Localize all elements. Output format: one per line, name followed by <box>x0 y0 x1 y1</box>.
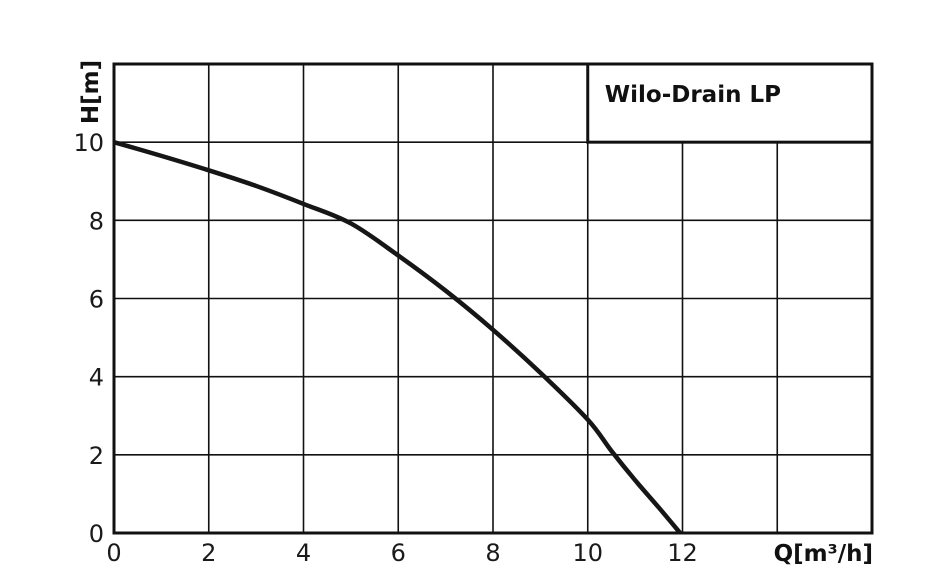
y-tick-label: 8 <box>89 207 104 235</box>
y-tick-labels: 0 2 4 6 8 10 <box>73 129 104 548</box>
plot-frame <box>112 62 874 535</box>
x-tick-label: 8 <box>485 539 500 567</box>
x-tick-labels: 0 2 4 6 8 10 12 <box>106 539 697 567</box>
y-tick-label: 6 <box>89 286 104 314</box>
x-axis-label: Q[m³/h] <box>774 541 873 567</box>
legend-box <box>586 62 874 144</box>
y-tick-label: 10 <box>73 129 104 157</box>
x-tick-label: 10 <box>572 539 603 567</box>
x-tick-label: 12 <box>667 539 698 567</box>
legend: Wilo-Drain LP <box>586 62 874 144</box>
x-tick-label: 6 <box>391 539 406 567</box>
y-tick-label: 2 <box>89 442 104 470</box>
series-line-wilo-drain-lp <box>113 140 682 535</box>
y-tick-label: 4 <box>89 364 104 392</box>
x-tick-label: 4 <box>296 539 311 567</box>
y-axis-label: H[m] <box>78 60 104 124</box>
y-tick-label: 0 <box>89 520 104 548</box>
legend-entry: Wilo-Drain LP <box>605 82 781 108</box>
x-tick-label: 0 <box>106 539 121 567</box>
x-tick-label: 2 <box>201 539 216 567</box>
